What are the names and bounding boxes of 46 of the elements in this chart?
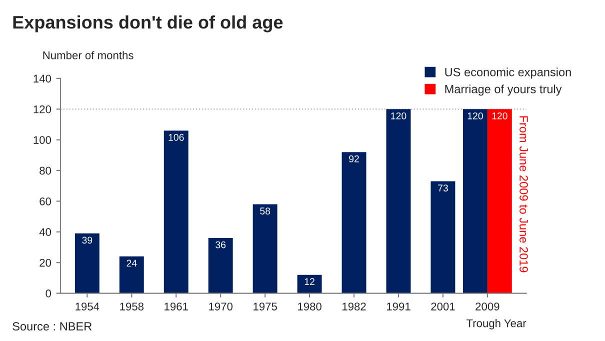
x-tick-label: 1975: [254, 302, 277, 310]
bar: [386, 109, 411, 294]
data-label: 92: [349, 155, 359, 162]
data-label: 39: [82, 236, 92, 244]
bar: [164, 130, 188, 294]
data-label: 120: [391, 112, 406, 120]
x-tick-label: 1982: [342, 302, 366, 310]
chart-title: Expansions don't die of old age: [13, 15, 283, 32]
x-tick-label: 2001: [431, 302, 455, 310]
legend-label: Marriage of yours truly: [445, 84, 562, 96]
x-tick-label: 1961: [164, 302, 188, 310]
bar: [297, 274, 322, 294]
data-label: 120: [492, 112, 508, 120]
x-tick-label: 1958: [120, 302, 144, 310]
bar: [119, 256, 144, 294]
data-label: 36: [216, 241, 226, 248]
y-tick-label: 60: [40, 197, 52, 206]
bar: [208, 238, 233, 294]
bar: [430, 181, 456, 294]
data-label: 24: [126, 260, 137, 267]
x-tick-label: 1954: [76, 302, 100, 310]
y-axis-title: Number of months: [43, 51, 134, 60]
y-tick-label: 120: [34, 105, 52, 114]
data-label: 58: [260, 208, 270, 214]
source-note: Source : NBER: [12, 322, 92, 331]
data-label: 12: [304, 278, 314, 285]
x-tick-label: 1991: [386, 302, 410, 310]
bar: [74, 233, 100, 294]
x-tick-label: 1970: [209, 302, 233, 310]
bar: [342, 152, 366, 294]
legend-label: US economic expansion: [445, 68, 571, 79]
x-axis-title: Trough Year: [466, 319, 526, 330]
y-tick-label: 80: [40, 166, 52, 175]
data-label: 73: [438, 184, 448, 192]
data-label: 120: [468, 112, 483, 120]
y-tick-label: 20: [40, 258, 52, 267]
x-tick-label: 1980: [298, 302, 322, 310]
x-tick-label: 2009: [476, 302, 500, 310]
bar: [487, 109, 512, 294]
y-tick-label: 140: [34, 74, 52, 83]
y-tick-label: 100: [34, 136, 52, 144]
y-tick-label: 0: [46, 290, 52, 298]
y-tick-label: 40: [39, 228, 52, 236]
bar: [252, 204, 278, 294]
data-label: 106: [168, 134, 184, 141]
annotation: From June 2009 to June 2019: [520, 116, 528, 272]
